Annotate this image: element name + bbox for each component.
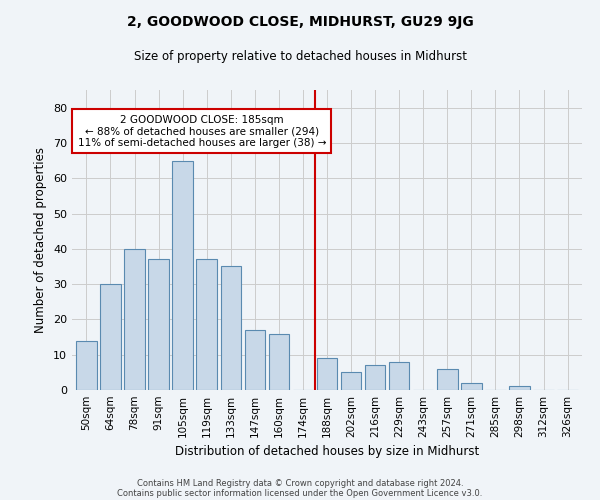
Text: Contains public sector information licensed under the Open Government Licence v3: Contains public sector information licen… <box>118 488 482 498</box>
Bar <box>365 366 385 390</box>
Bar <box>245 330 265 390</box>
Bar <box>148 260 169 390</box>
Text: 2 GOODWOOD CLOSE: 185sqm
← 88% of detached houses are smaller (294)
11% of semi-: 2 GOODWOOD CLOSE: 185sqm ← 88% of detach… <box>77 114 326 148</box>
Bar <box>124 249 145 390</box>
Text: Contains HM Land Registry data © Crown copyright and database right 2024.: Contains HM Land Registry data © Crown c… <box>137 478 463 488</box>
Bar <box>437 369 458 390</box>
Bar <box>76 340 97 390</box>
Bar <box>100 284 121 390</box>
Bar <box>196 260 217 390</box>
Bar <box>341 372 361 390</box>
Text: 2, GOODWOOD CLOSE, MIDHURST, GU29 9JG: 2, GOODWOOD CLOSE, MIDHURST, GU29 9JG <box>127 15 473 29</box>
Bar <box>221 266 241 390</box>
Text: Size of property relative to detached houses in Midhurst: Size of property relative to detached ho… <box>133 50 467 63</box>
Y-axis label: Number of detached properties: Number of detached properties <box>34 147 47 333</box>
Bar <box>509 386 530 390</box>
Bar <box>269 334 289 390</box>
X-axis label: Distribution of detached houses by size in Midhurst: Distribution of detached houses by size … <box>175 446 479 458</box>
Bar <box>461 383 482 390</box>
Bar <box>172 160 193 390</box>
Bar <box>317 358 337 390</box>
Bar <box>389 362 409 390</box>
